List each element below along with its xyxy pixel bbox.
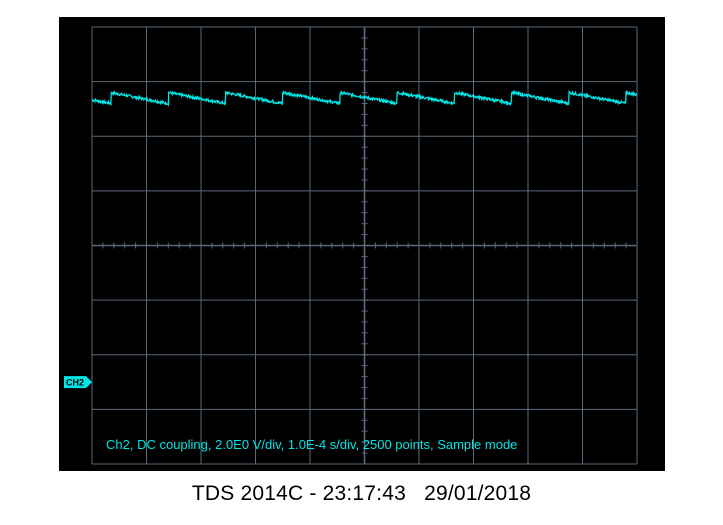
- model-time: TDS 2014C - 23:17:43: [191, 482, 406, 505]
- plot-area: CH2 Ch2, DC coupling, 2.0E0 V/div, 1.0E-…: [64, 26, 638, 465]
- ch2-trace: [91, 89, 638, 107]
- ch2-marker-label: CH2: [66, 378, 84, 388]
- footer-caption: TDS 2014C - 23:17:43 29/01/2018: [0, 482, 723, 506]
- ch2-level-marker: CH2: [64, 376, 92, 389]
- status-readout: Ch2, DC coupling, 2.0E0 V/div, 1.0E-4 s/…: [106, 437, 517, 452]
- ch2-marker-shape: [64, 376, 92, 389]
- capture-date: 29/01/2018: [424, 482, 532, 505]
- oscilloscope-screen: CH2 Ch2, DC coupling, 2.0E0 V/div, 1.0E-…: [59, 17, 665, 471]
